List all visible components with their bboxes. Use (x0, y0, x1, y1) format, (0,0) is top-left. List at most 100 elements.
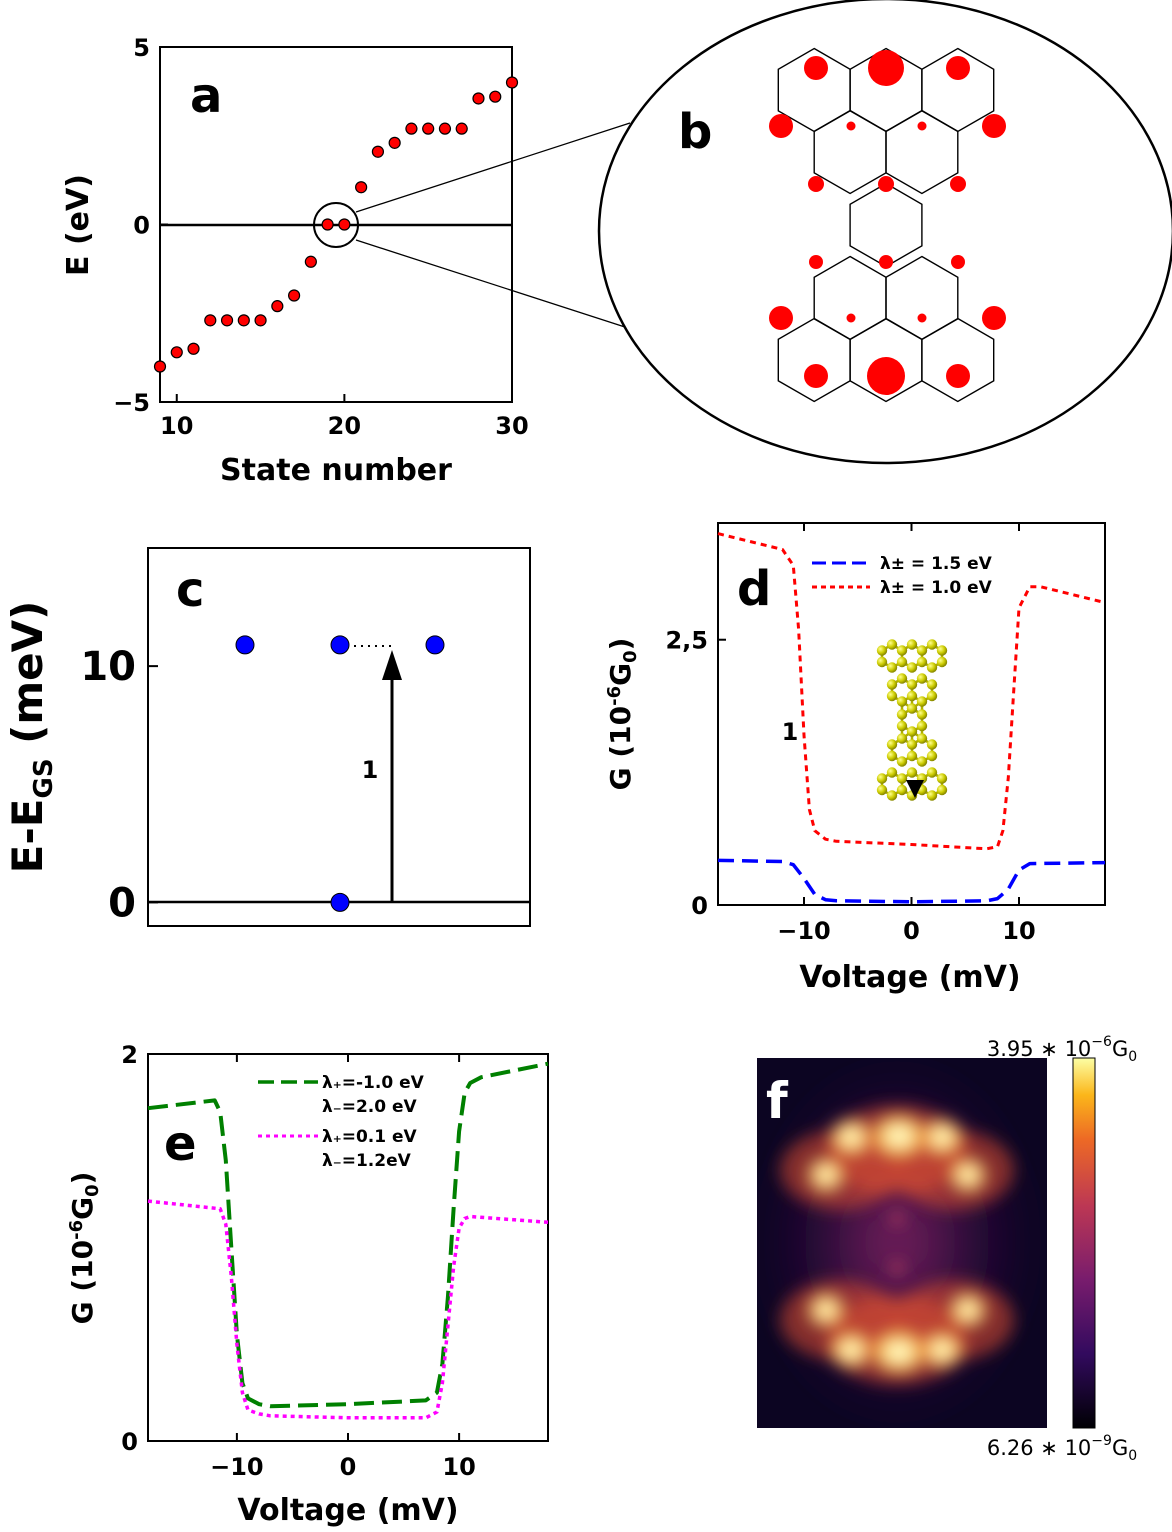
panel-d-ytick-label: 0 (691, 892, 708, 920)
molecule-atom (886, 639, 898, 650)
molecule-atom (916, 709, 928, 720)
map-hot-spot (945, 1289, 991, 1331)
map-hot-spot (825, 1114, 877, 1160)
panel-a-point (371, 145, 385, 158)
panel-d-tip-marker (906, 780, 924, 798)
panel-e-ytick-label: 2 (121, 1041, 138, 1069)
orbital-lobe (982, 114, 1006, 138)
molecule-atom (906, 639, 918, 650)
orbital-lobe (879, 255, 893, 269)
molecule-atom (896, 733, 908, 744)
panel-a-point (220, 314, 234, 327)
orbital-lobe (946, 364, 970, 388)
molecule-atom (876, 773, 888, 784)
panel-a-point (455, 122, 468, 135)
orbital-lobe (950, 176, 966, 192)
panel-a-letter: a (190, 68, 222, 124)
panel-e-xtick-label: 0 (340, 1453, 357, 1481)
panel-a-ylabel: E (eV) (61, 174, 96, 276)
panel-e-series-green (147, 1061, 549, 1409)
molecule-atom (906, 703, 918, 714)
panel-d-letter: d (737, 561, 771, 617)
legend-e-magenta-label-1: λ₊=0.1 eV (322, 1127, 418, 1147)
panel-a-ytick-label: 5 (133, 34, 150, 62)
panel-e-legend: λ₊=-1.0 eV λ₋=2.0 eV λ₊=0.1 eV λ₋=1.2eV (258, 1073, 425, 1171)
orbital-lobe (951, 255, 965, 269)
panel-c-state-point (235, 635, 255, 655)
panel-a-xtick-label: 10 (160, 412, 193, 440)
panel-d-molecule-inset (876, 639, 948, 801)
panel-c-state-point (330, 635, 350, 655)
panel-f-colorbar (1072, 1057, 1096, 1429)
zoom-connector-bottom (355, 239, 629, 329)
panel-b-orbital-lobes (769, 50, 1006, 395)
panel-c-letter: c (176, 562, 204, 618)
molecule-atom (896, 784, 908, 796)
molecule-atom (926, 790, 938, 801)
panel-e-conductance: −10 0 10 0 2 λ₊=-1.0 eV λ₋=2.0 eV λ₊=0.1 eV … (66, 1041, 549, 1528)
orbital-lobe (846, 121, 856, 131)
panel-e-xlabel: Voltage (mV) (237, 1493, 458, 1528)
map-hot-spot (825, 1327, 877, 1373)
panel-d-xtick-label: 10 (1002, 917, 1035, 945)
molecule-atom (906, 662, 918, 673)
panel-a-point (187, 342, 200, 355)
panel-a-point (204, 314, 217, 327)
panel-d-ylabel: G (10-6G0) (604, 638, 641, 791)
legend-e-green-label-2: λ₋=2.0 eV (322, 1097, 418, 1117)
molecule-atom (936, 784, 948, 796)
molecule-atom (926, 679, 938, 690)
panel-a-point (271, 300, 284, 313)
panel-f-colorbar-max-label: 3.95 ∗ 10−6G0 (987, 1034, 1137, 1065)
molecule-atom (906, 750, 918, 762)
panel-f-colorbar-min-label: 6.26 ∗ 10−9G0 (987, 1433, 1137, 1464)
map-hot-spot (916, 1114, 968, 1160)
panel-a-point (170, 346, 183, 359)
orbital-lobe (868, 50, 904, 86)
molecule-atom (906, 679, 918, 690)
panel-a-point (422, 122, 435, 135)
molecule-atom (926, 739, 938, 750)
panel-a-xtick-label: 30 (495, 412, 528, 440)
orbital-lobe (809, 255, 823, 269)
molecule-atom (906, 767, 918, 778)
panel-d-ytick-label: 2,5 (665, 627, 708, 655)
molecule-atom (926, 662, 938, 673)
legend-d-blue-label: λ± = 1.5 eV (880, 554, 993, 574)
panel-a-point (355, 181, 368, 194)
map-hot-spot (863, 1108, 935, 1164)
panel-d-series-red (717, 532, 1106, 851)
molecule-atom (886, 739, 898, 750)
molecule-atom (896, 756, 908, 767)
molecule-atom (886, 750, 898, 762)
orbital-lobe (946, 56, 970, 80)
orbital-lobe (808, 176, 824, 192)
molecule-atom (916, 656, 928, 668)
molecule-atom (886, 767, 898, 778)
molecule-atom (896, 773, 908, 784)
panel-d-xtick-label: 0 (903, 917, 920, 945)
molecule-atom (876, 784, 888, 796)
panel-a-point (405, 122, 418, 135)
panel-a-ytick-label: −5 (113, 389, 150, 417)
molecule-atom (906, 739, 918, 750)
panel-c-ytick-label: 0 (108, 880, 136, 926)
panel-a-point (287, 289, 301, 302)
molecule-atom (906, 726, 918, 737)
hexagon-ring (921, 317, 995, 403)
molecule-atom (916, 673, 928, 684)
orbital-lobe (867, 357, 905, 395)
molecule-atom (916, 756, 928, 767)
panel-c-state-point (330, 892, 350, 912)
panel-a-xtick-label: 20 (328, 412, 361, 440)
panel-a-point (153, 360, 167, 373)
molecule-atom (916, 696, 928, 707)
molecule-atom (916, 720, 928, 732)
map-center-spot (891, 1212, 903, 1224)
molecule-atom (916, 733, 928, 744)
molecule-atom (896, 656, 908, 668)
hexagon-ring (885, 109, 959, 195)
panel-f-letter: f (766, 1072, 789, 1130)
panel-e-series-magenta (147, 1199, 549, 1420)
